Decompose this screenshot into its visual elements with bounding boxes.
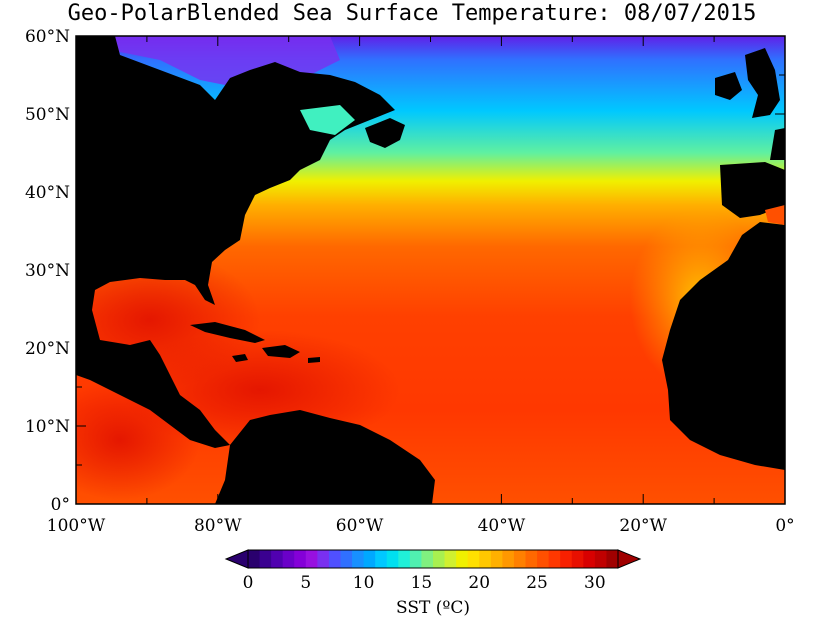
colorbar-swatch — [490, 550, 503, 568]
land-jamaica — [232, 354, 248, 362]
colorbar-swatch — [294, 550, 307, 568]
axis-ticks — [75, 35, 786, 505]
x-tick-label: 80°W — [194, 516, 242, 536]
colorbar-swatch — [248, 550, 261, 568]
colorbar-min-arrow — [224, 549, 249, 569]
colorbar-swatch — [525, 550, 538, 568]
colorbar-swatch — [409, 550, 422, 568]
land-newfoundland — [365, 118, 405, 148]
colorbar-max-arrow — [617, 549, 642, 569]
colorbar-swatch — [305, 550, 318, 568]
x-tick-label: 100°W — [47, 516, 106, 536]
y-tick-label: 60°N — [25, 27, 70, 47]
y-tick-label: 40°N — [25, 183, 70, 203]
colorbar-swatch — [340, 550, 353, 568]
land-europe — [770, 128, 785, 160]
y-tick-label: 20°N — [25, 339, 70, 359]
colorbar-swatch — [375, 550, 388, 568]
map-title: Geo-PolarBlended Sea Surface Temperature… — [67, 1, 757, 26]
colorbar-swatch — [594, 550, 607, 568]
colorbar-tick-label: 5 — [300, 573, 311, 593]
land-puerto-rico — [308, 357, 320, 363]
colorbar-swatch — [537, 550, 550, 568]
land-great-britain — [745, 48, 780, 118]
colorbar-tick-label: 10 — [353, 573, 375, 593]
x-tick-label: 0° — [775, 516, 794, 536]
colorbar-swatch — [502, 550, 515, 568]
colorbar-swatch — [282, 550, 295, 568]
map-field — [76, 36, 785, 504]
colorbar-swatch — [386, 550, 399, 568]
colorbar-swatch — [259, 550, 272, 568]
land-cuba — [190, 322, 265, 343]
axis-labels: 100°W 80°W 60°W 40°W 20°W 0° 60°N 50°N 40°N 30°N 2… — [25, 27, 795, 536]
x-tick-label: 20°W — [619, 516, 667, 536]
land — [76, 36, 785, 504]
colorbar-swatch — [606, 550, 619, 568]
colorbar-title: SST (ºC) — [396, 598, 470, 617]
colorbar-swatch — [479, 550, 492, 568]
x-tick-label: 60°W — [336, 516, 384, 536]
colorbar-tick-label: 0 — [243, 573, 254, 593]
colorbar-swatch — [560, 550, 573, 568]
colorbar-swatch — [571, 550, 584, 568]
mediterranean — [765, 205, 785, 225]
land-ireland — [715, 72, 742, 100]
colorbar-swatch — [467, 550, 480, 568]
colorbar-swatch — [317, 550, 330, 568]
colorbar-swatch — [548, 550, 561, 568]
land-north-america — [76, 36, 395, 448]
colorbar-frame — [247, 549, 619, 569]
colorbar-swatch — [363, 550, 376, 568]
colorbar-tick-label: 30 — [584, 573, 606, 593]
colorbar-tick-label: 15 — [411, 573, 433, 593]
colorbar-tick-label: 25 — [526, 573, 548, 593]
colorbar-swatch — [398, 550, 411, 568]
colorbar-swatch — [271, 550, 284, 568]
colorbar-swatch — [444, 550, 457, 568]
y-tick-label: 0° — [51, 495, 70, 515]
land-iberia — [720, 162, 785, 218]
colorbar-swatch — [583, 550, 596, 568]
colorbar-swatch — [513, 550, 526, 568]
y-tick-label: 30°N — [25, 261, 70, 281]
colorbar-swatch — [456, 550, 469, 568]
gulf-st-lawrence — [300, 105, 355, 135]
colorbar-swatch — [328, 550, 341, 568]
colorbar: 0 5 10 15 20 25 30 SST (ºC) — [224, 549, 642, 617]
y-tick-label: 50°N — [25, 105, 70, 125]
land-hispaniola — [262, 345, 300, 358]
colorbar-swatch — [421, 550, 434, 568]
colorbar-swatch — [352, 550, 365, 568]
y-tick-label: 10°N — [25, 417, 70, 437]
x-tick-label: 40°W — [478, 516, 526, 536]
land-south-america — [215, 410, 435, 504]
colorbar-tick-label: 20 — [468, 573, 490, 593]
land-africa — [662, 222, 785, 470]
colorbar-swatch — [433, 550, 446, 568]
